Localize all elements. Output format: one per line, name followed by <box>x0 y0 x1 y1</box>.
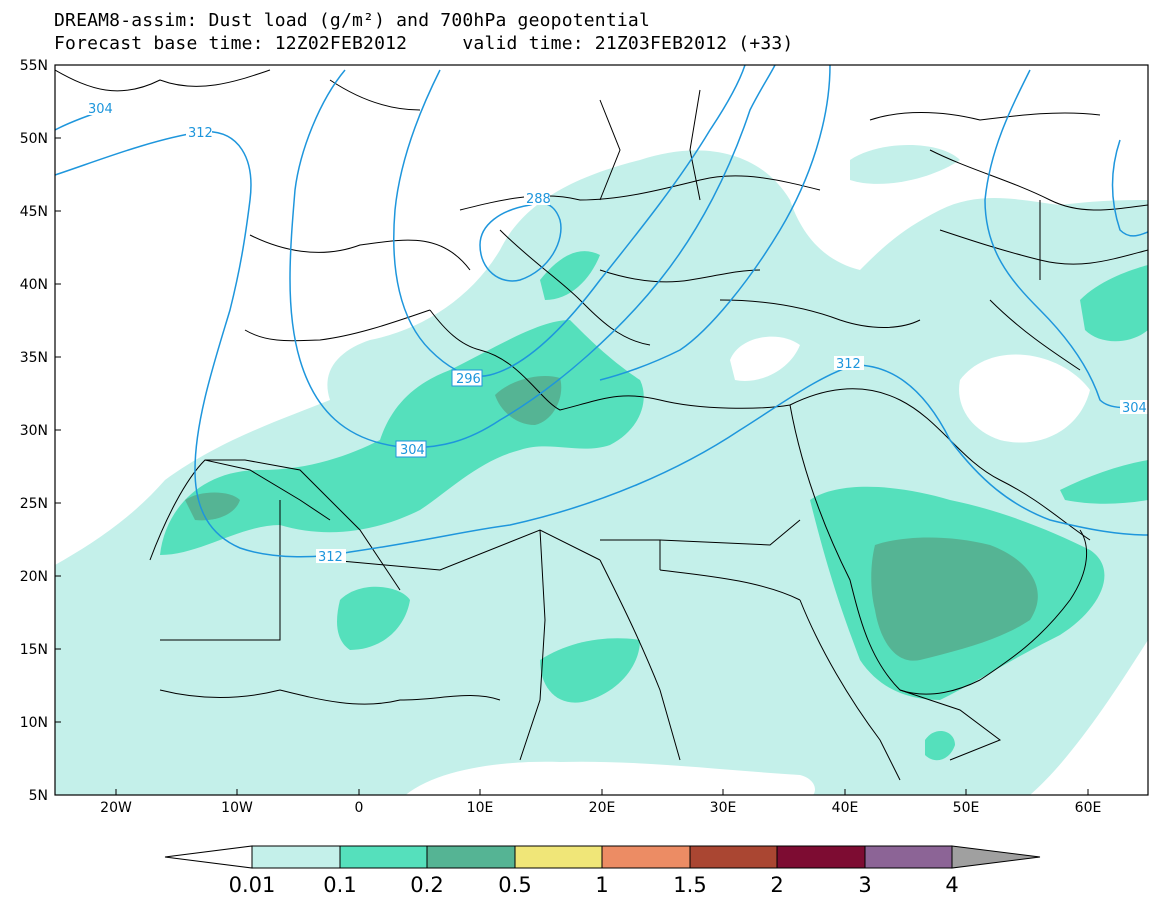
colorbar-label-0-5: 0.5 <box>498 873 531 897</box>
contour-label-312-east: 312 <box>836 357 861 372</box>
contour-labels: 312 304 296 288 304 312 312 304 <box>86 101 1148 565</box>
contour-label-288: 288 <box>526 192 551 207</box>
lat-label-50n: 50N <box>20 131 48 147</box>
colorbar-label-0-2: 0.2 <box>410 873 443 897</box>
lon-label-40e: 40E <box>832 800 859 816</box>
dust-shade-0-1-somalia <box>925 730 955 761</box>
dust-shade-0-01 <box>55 150 1148 795</box>
geopotential-contours <box>55 65 1148 558</box>
lon-label-50e: 50E <box>953 800 980 816</box>
dust-shade-0-1-chad <box>540 638 640 703</box>
lon-label-10w: 10W <box>221 800 253 816</box>
map-subtitle: Forecast base time: 12Z02FEB2012 valid t… <box>54 33 794 54</box>
lat-label-15n: 15N <box>20 642 48 658</box>
lat-label-30n: 30N <box>20 423 48 439</box>
lon-label-20e: 20E <box>589 800 616 816</box>
lon-label-30e: 30E <box>710 800 737 816</box>
colorbar-label-4: 4 <box>945 873 958 897</box>
clear-area-gulf <box>1030 640 1148 795</box>
colorbar-swatch-1 <box>601 845 691 869</box>
colorbar-label-1: 1 <box>595 873 608 897</box>
colorbar-label-0-1: 0.1 <box>323 873 356 897</box>
dust-shade-0-1-sahel <box>337 586 410 650</box>
lat-label-40n: 40N <box>20 277 48 293</box>
colorbar-label-0-01: 0.01 <box>229 873 276 897</box>
contour-label-312-south: 312 <box>318 550 343 565</box>
contour-label-312: 312 <box>188 126 213 141</box>
lon-label-0: 0 <box>355 800 364 816</box>
colorbar: 0.01 0.1 0.2 0.5 1 1.5 2 3 4 <box>164 845 1041 897</box>
dust-shade-0-01-east <box>850 145 960 184</box>
colorbar-low-arrow <box>164 845 253 869</box>
colorbar-swatch-0-2 <box>426 845 516 869</box>
colorbar-swatch-2 <box>776 845 866 869</box>
colorbar-swatch-0-01 <box>251 845 341 869</box>
dust-shade-0-2-arabia <box>871 537 1038 661</box>
dust-shade-0-1-pakistan <box>1060 460 1148 504</box>
colorbar-swatch-0-1 <box>339 845 428 869</box>
lat-label-45n: 45N <box>20 204 48 220</box>
dust-shade-0-1-sahara <box>160 320 644 555</box>
contour-label-304-east: 304 <box>1122 401 1147 416</box>
lat-label-35n: 35N <box>20 350 48 366</box>
clear-area-bay <box>405 761 815 795</box>
contour-label-304: 304 <box>88 102 113 117</box>
country-borders <box>55 69 1148 781</box>
latitude-labels: 55N 50N 45N 40N 35N 30N 25N 20N 15N 10N … <box>20 58 48 804</box>
longitude-labels: 20W 10W 0 10E 20E 30E 40E 50E 60E <box>100 800 1101 816</box>
clear-area-iran <box>959 354 1090 443</box>
map-title: DREAM8-assim: Dust load (g/m²) and 700hP… <box>54 10 650 31</box>
contour-label-304-sahara: 304 <box>400 443 425 458</box>
colorbar-swatch-1-5 <box>689 845 778 869</box>
colorbar-swatch-0-5 <box>514 845 603 869</box>
contour-label-296: 296 <box>456 372 481 387</box>
dust-shade-0-1-adriatic <box>540 251 600 300</box>
lat-label-20n: 20N <box>20 569 48 585</box>
lon-label-20w: 20W <box>100 800 132 816</box>
colorbar-high-arrow <box>951 845 1041 869</box>
clear-area-cyprus <box>730 336 800 381</box>
dust-shade-0-1-iran <box>1080 265 1148 342</box>
lat-label-55n: 55N <box>20 58 48 74</box>
colorbar-swatch-3 <box>864 845 953 869</box>
colorbar-label-3: 3 <box>858 873 871 897</box>
colorbar-label-2: 2 <box>770 873 783 897</box>
lat-label-10n: 10N <box>20 715 48 731</box>
lat-label-5n: 5N <box>29 788 48 804</box>
lon-label-60e: 60E <box>1075 800 1102 816</box>
axis-ticks <box>55 137 1089 795</box>
map-plot-area: 312 304 296 288 304 312 312 304 <box>55 65 1148 795</box>
colorbar-label-1-5: 1.5 <box>673 873 706 897</box>
lat-label-25n: 25N <box>20 496 48 512</box>
lon-label-10e: 10E <box>467 800 494 816</box>
